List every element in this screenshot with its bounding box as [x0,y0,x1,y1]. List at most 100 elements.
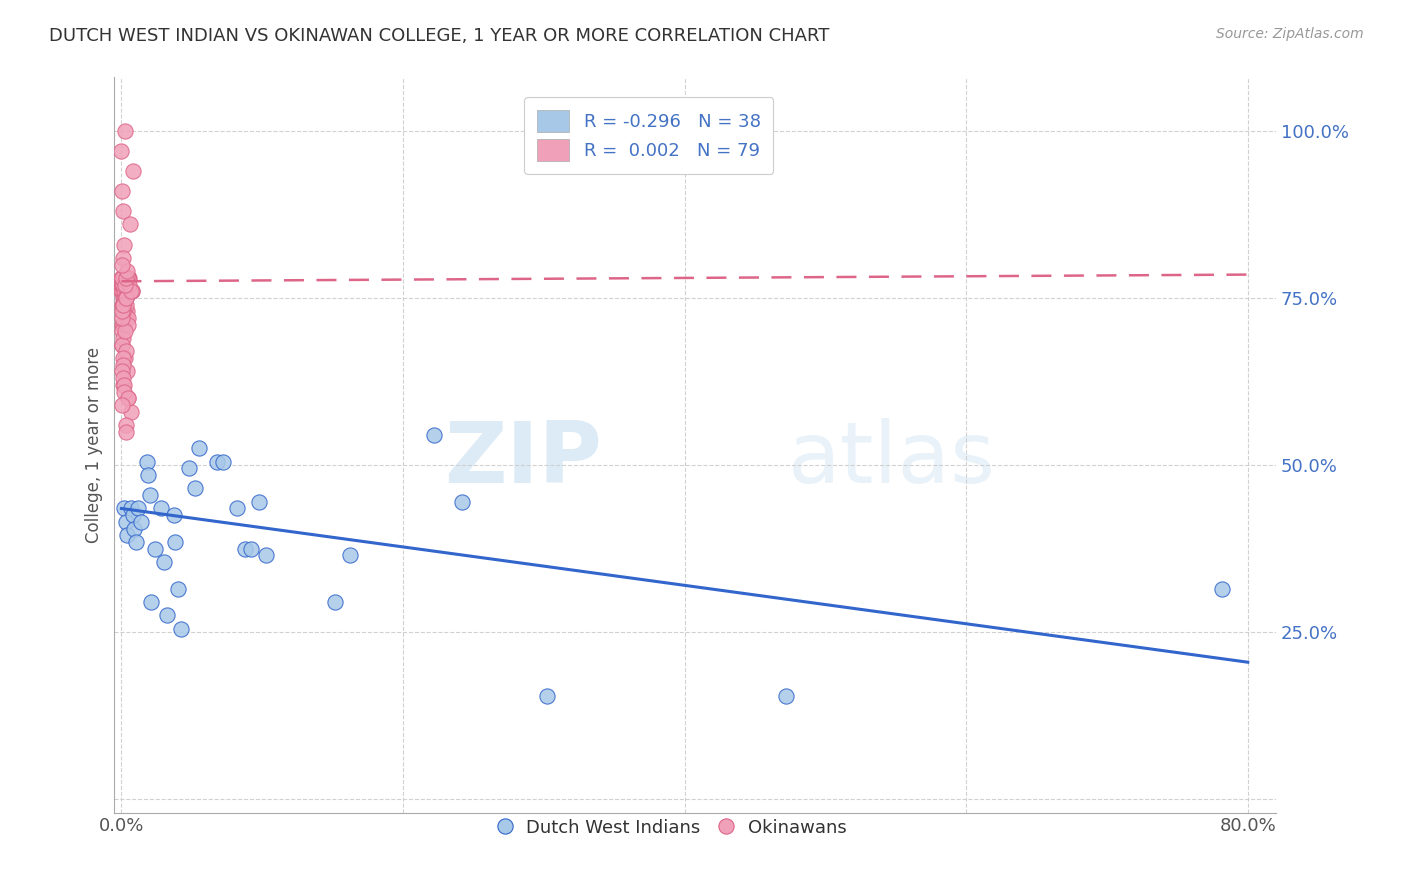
Point [112,237,135,252]
Point [112,291,135,305]
Point [111,338,134,352]
Point [166,582,188,596]
Legend: Dutch West Indians, Okinawans: Dutch West Indians, Okinawans [491,812,853,844]
Point [225,501,247,516]
Point [118,218,141,232]
Point [249,495,271,509]
Point [127,501,149,516]
Point [187,442,209,456]
Point [111,298,134,312]
Point [111,298,134,312]
Point [138,488,160,502]
Point [112,298,135,312]
Point [111,277,134,292]
Point [112,304,135,318]
Point [111,377,134,392]
Point [120,404,142,418]
Point [121,285,143,299]
Point [114,124,136,138]
Point [111,277,134,292]
Point [115,311,138,326]
Point [118,277,141,292]
Point [112,291,135,305]
Point [114,277,136,292]
Point [115,304,138,318]
Point [112,285,135,299]
Y-axis label: College, 1 year or more: College, 1 year or more [86,347,103,543]
Point [136,468,159,483]
Point [111,331,134,345]
Text: atlas: atlas [789,418,995,501]
Point [112,318,135,332]
Point [112,384,135,399]
Point [110,285,132,299]
Point [111,358,134,372]
Point [129,515,152,529]
Point [111,351,134,365]
Point [114,291,136,305]
Point [120,285,142,299]
Point [115,417,138,432]
Point [110,338,132,352]
Point [115,528,138,542]
Point [775,689,797,703]
Point [115,344,138,359]
Point [152,555,174,569]
Point [112,298,135,312]
Point [149,501,172,516]
Point [111,304,134,318]
Point [114,291,136,305]
Point [112,204,135,219]
Text: ZIP: ZIP [444,418,602,501]
Point [114,425,136,439]
Point [143,541,166,556]
Point [177,461,200,475]
Point [112,271,135,285]
Point [118,271,141,285]
Point [111,371,134,385]
Point [117,271,139,285]
Point [115,271,138,285]
Point [111,277,134,292]
Point [114,298,136,312]
Point [325,595,347,609]
Point [117,271,139,285]
Point [117,311,139,326]
Point [111,398,134,412]
Point [115,264,138,278]
Point [162,508,184,523]
Point [115,271,138,285]
Point [112,285,135,299]
Point [111,285,134,299]
Point [117,271,139,285]
Point [183,482,205,496]
Point [122,164,145,178]
Point [110,144,132,158]
Point [111,277,134,292]
Point [111,258,134,272]
Point [115,291,138,305]
Point [110,325,132,339]
Point [112,271,135,285]
Point [121,285,143,299]
Point [114,515,136,529]
Point [111,311,134,326]
Point [139,595,162,609]
Point [211,455,233,469]
Point [117,391,139,405]
Point [235,541,257,556]
Point [169,622,191,636]
Text: Source: ZipAtlas.com: Source: ZipAtlas.com [1216,27,1364,41]
Point [112,377,135,392]
Point [155,608,177,623]
Point [114,304,136,318]
Point [120,501,142,516]
Point [110,271,132,285]
Point [121,508,143,523]
Point [205,455,228,469]
Point [124,535,146,549]
Text: DUTCH WEST INDIAN VS OKINAWAN COLLEGE, 1 YEAR OR MORE CORRELATION CHART: DUTCH WEST INDIAN VS OKINAWAN COLLEGE, 1… [49,27,830,45]
Point [115,364,138,378]
Point [111,304,134,318]
Point [110,277,132,292]
